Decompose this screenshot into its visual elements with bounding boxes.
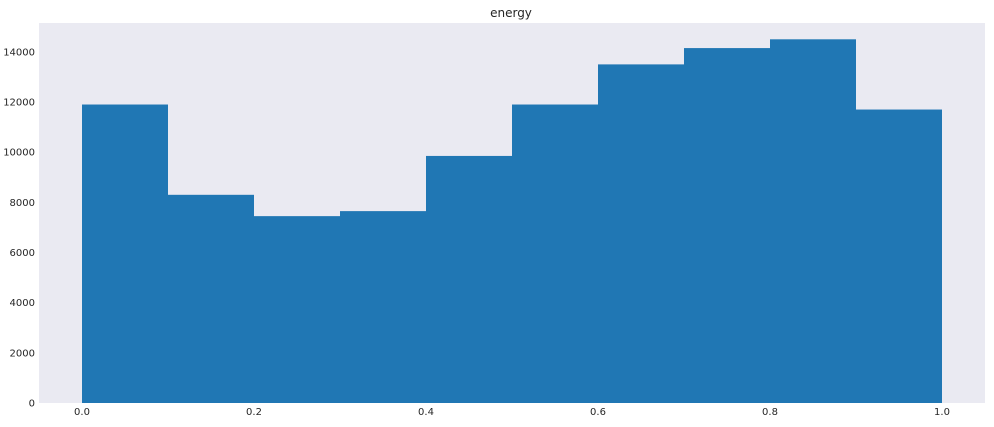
y-tick-label: 12000 <box>3 98 35 109</box>
y-tick-label: 2000 <box>10 348 35 359</box>
histogram-bar-5 <box>512 104 598 403</box>
x-tick-label: 0.4 <box>418 407 434 418</box>
histogram-bar-7 <box>684 48 770 403</box>
y-tick-label: 14000 <box>3 47 35 58</box>
x-axis: 0.0 0.2 0.4 0.6 0.8 1.0 <box>74 407 950 418</box>
histogram-bar-4 <box>426 155 512 403</box>
histogram-bar-6 <box>598 64 684 403</box>
bars-group <box>82 39 942 404</box>
x-tick-label: 0.0 <box>74 407 90 418</box>
y-tick-label: 8000 <box>10 198 35 209</box>
y-tick-label: 0 <box>29 399 35 410</box>
y-tick-label: 10000 <box>3 148 35 159</box>
y-tick-label: 6000 <box>10 248 35 259</box>
y-tick-label: 4000 <box>10 298 35 309</box>
histogram-bar-0 <box>82 104 168 403</box>
x-tick-label: 0.2 <box>246 407 262 418</box>
histogram-bar-1 <box>168 194 254 403</box>
histogram-bar-2 <box>254 216 340 403</box>
x-tick-label: 1.0 <box>934 407 950 418</box>
y-axis: 0 2000 4000 6000 8000 10000 12000 14000 <box>3 47 35 409</box>
histogram-bar-3 <box>340 211 426 403</box>
histogram-bar-9 <box>856 109 942 403</box>
chart-title: energy <box>490 6 532 20</box>
histogram-bar-8 <box>770 39 856 404</box>
x-tick-label: 0.6 <box>590 407 606 418</box>
x-tick-label: 0.8 <box>762 407 778 418</box>
